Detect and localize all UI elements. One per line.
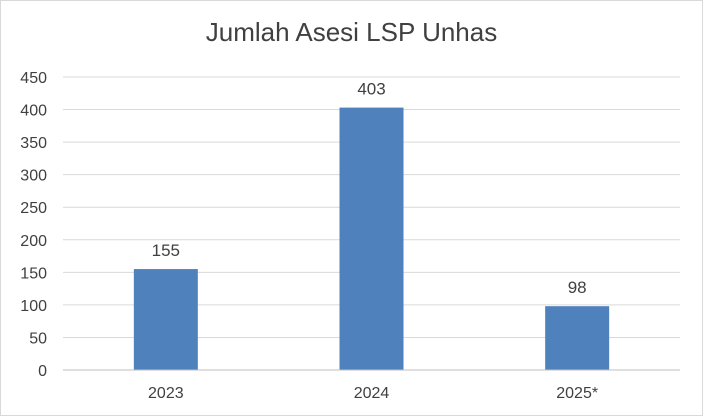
data-label: 98 [568,278,587,297]
y-tick-label: 0 [38,363,47,380]
y-tick-label: 50 [29,330,47,347]
x-tick-label: 2025* [556,385,598,402]
y-tick-label: 150 [20,265,47,282]
data-label: 155 [152,241,180,260]
bar [133,269,198,370]
y-tick-label: 300 [20,168,47,185]
y-tick-label: 350 [20,135,47,152]
y-tick-label: 250 [20,200,47,217]
data-label: 403 [357,80,385,99]
x-tick-label: 2023 [148,385,184,402]
y-tick-label: 400 [20,103,47,120]
bar [545,306,610,370]
bar [339,107,404,370]
y-tick-label: 450 [20,70,47,87]
y-tick-label: 200 [20,233,47,250]
y-tick-label: 100 [20,298,47,315]
x-tick-label: 2024 [354,385,390,402]
chart-title: Jumlah Asesi LSP Unhas [205,17,498,47]
